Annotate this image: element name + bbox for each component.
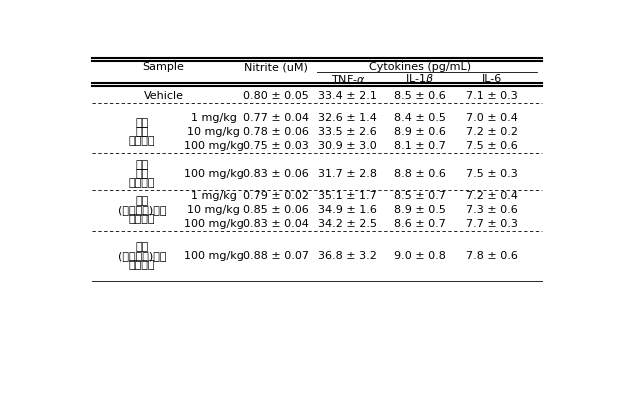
- Text: 34.9 ± 1.6: 34.9 ± 1.6: [318, 204, 378, 214]
- Text: 원물: 원물: [135, 169, 148, 178]
- Text: 33.4 ± 2.1: 33.4 ± 2.1: [318, 91, 378, 101]
- Text: 30.9 ± 3.0: 30.9 ± 3.0: [318, 140, 377, 150]
- Text: 7.5 ± 0.3: 7.5 ± 0.3: [466, 169, 517, 178]
- Text: 100 mg/kg: 100 mg/kg: [184, 218, 243, 228]
- Text: 35.1 ± 1.7: 35.1 ± 1.7: [318, 191, 377, 201]
- Text: 7.1 ± 0.3: 7.1 ± 0.3: [466, 91, 517, 101]
- Text: 32.6 ± 1.4: 32.6 ± 1.4: [318, 113, 378, 123]
- Text: Vehicle: Vehicle: [143, 91, 184, 101]
- Text: 8.5 ± 0.7: 8.5 ± 0.7: [394, 191, 446, 201]
- Text: 식이투여: 식이투여: [129, 214, 155, 223]
- Text: 7.8 ± 0.6: 7.8 ± 0.6: [465, 251, 517, 261]
- Text: 0.77 ± 0.04: 0.77 ± 0.04: [243, 113, 309, 123]
- Text: Sample: Sample: [143, 62, 184, 72]
- Text: 미강: 미강: [135, 196, 148, 206]
- Text: 9.0 ± 0.8: 9.0 ± 0.8: [394, 251, 446, 261]
- Text: 36.8 ± 3.2: 36.8 ± 3.2: [318, 251, 378, 261]
- Text: 7.5 ± 0.6: 7.5 ± 0.6: [466, 140, 517, 150]
- Text: 8.5 ± 0.6: 8.5 ± 0.6: [394, 91, 446, 101]
- Text: 8.4 ± 0.5: 8.4 ± 0.5: [394, 113, 446, 123]
- Text: 1 mg/kg: 1 mg/kg: [191, 113, 237, 123]
- Text: TNF-$\alpha$: TNF-$\alpha$: [331, 73, 365, 85]
- Text: 7.0 ± 0.4: 7.0 ± 0.4: [465, 113, 517, 123]
- Text: 34.2 ± 2.5: 34.2 ± 2.5: [318, 218, 378, 228]
- Text: IL-6: IL-6: [481, 74, 502, 84]
- Text: 복강투여: 복강투여: [129, 259, 155, 270]
- Text: (생물전환)산물: (생물전환)산물: [117, 204, 166, 214]
- Text: 0.83 ± 0.06: 0.83 ± 0.06: [243, 169, 309, 178]
- Text: 8.9 ± 0.5: 8.9 ± 0.5: [394, 204, 446, 214]
- Text: 0.85 ± 0.06: 0.85 ± 0.06: [243, 204, 309, 214]
- Text: 0.80 ± 0.05: 0.80 ± 0.05: [243, 91, 309, 101]
- Text: 10 mg/kg: 10 mg/kg: [187, 204, 240, 214]
- Text: 100 mg/kg: 100 mg/kg: [184, 169, 243, 178]
- Text: 0.83 ± 0.04: 0.83 ± 0.04: [243, 218, 309, 228]
- Text: Nitrite (uM): Nitrite (uM): [244, 62, 308, 72]
- Text: (생물전환)산물: (생물전환)산물: [117, 251, 166, 261]
- Text: 식이투여: 식이투여: [129, 135, 155, 145]
- Text: 100 mg/kg: 100 mg/kg: [184, 251, 243, 261]
- Text: 0.79 ± 0.02: 0.79 ± 0.02: [243, 191, 309, 201]
- Text: 31.7 ± 2.8: 31.7 ± 2.8: [318, 169, 378, 178]
- Text: 8.6 ± 0.7: 8.6 ± 0.7: [394, 218, 446, 228]
- Text: 8.8 ± 0.6: 8.8 ± 0.6: [394, 169, 446, 178]
- Text: 0.75 ± 0.03: 0.75 ± 0.03: [243, 140, 309, 150]
- Text: 10 mg/kg: 10 mg/kg: [187, 127, 240, 137]
- Text: Cytokines (pg/mL): Cytokines (pg/mL): [368, 62, 471, 72]
- Text: 7.2 ± 0.4: 7.2 ± 0.4: [465, 191, 517, 201]
- Text: 미강: 미강: [135, 242, 148, 252]
- Text: 미강: 미강: [135, 160, 148, 170]
- Text: 8.9 ± 0.6: 8.9 ± 0.6: [394, 127, 446, 137]
- Text: IL-1$\beta$: IL-1$\beta$: [405, 72, 434, 86]
- Text: 미강: 미강: [135, 118, 148, 128]
- Text: 8.1 ± 0.7: 8.1 ± 0.7: [394, 140, 446, 150]
- Text: 1 mg/kg: 1 mg/kg: [191, 191, 237, 201]
- Text: 0.88 ± 0.07: 0.88 ± 0.07: [243, 251, 309, 261]
- Text: 100 mg/kg: 100 mg/kg: [184, 140, 243, 150]
- Text: 원물: 원물: [135, 127, 148, 137]
- Text: 33.5 ± 2.6: 33.5 ± 2.6: [318, 127, 377, 137]
- Text: 7.2 ± 0.2: 7.2 ± 0.2: [465, 127, 517, 137]
- Text: 복강투여: 복강투여: [129, 178, 155, 188]
- Text: 7.3 ± 0.6: 7.3 ± 0.6: [466, 204, 517, 214]
- Text: 0.78 ± 0.06: 0.78 ± 0.06: [243, 127, 309, 137]
- Text: 7.7 ± 0.3: 7.7 ± 0.3: [465, 218, 517, 228]
